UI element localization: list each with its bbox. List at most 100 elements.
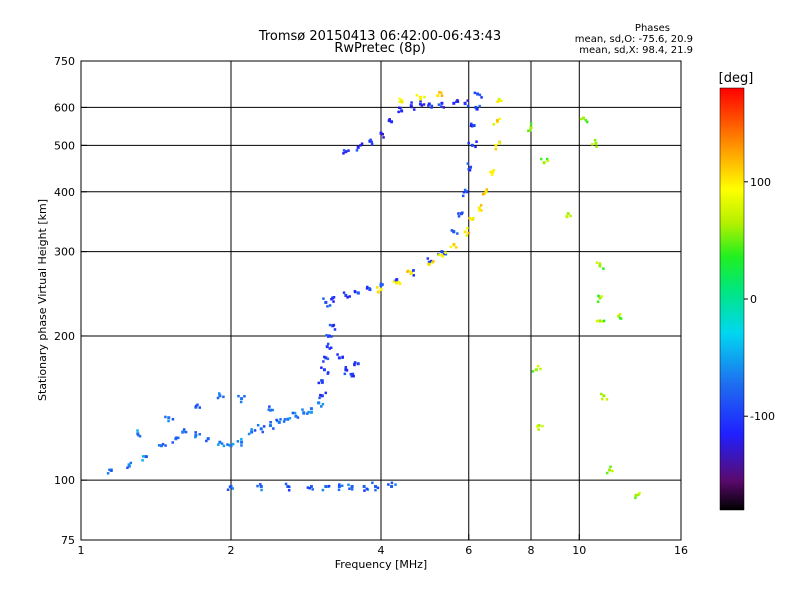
chart-title: Tromsø 20150413 06:42:00-06:43:43 bbox=[258, 29, 501, 44]
data-point bbox=[390, 120, 394, 124]
data-point-echo bbox=[282, 420, 286, 423]
data-point-echo bbox=[328, 304, 332, 307]
data-point-echo bbox=[368, 287, 371, 290]
data-point-echo bbox=[463, 102, 467, 106]
data-point-echo bbox=[381, 283, 384, 286]
data-point-echo bbox=[256, 423, 260, 427]
data-point-echo bbox=[440, 105, 443, 108]
chart-subtitle: RwPretec (8p) bbox=[334, 41, 425, 56]
data-point-echo bbox=[397, 280, 401, 284]
data-point-echo bbox=[397, 110, 400, 114]
data-point bbox=[390, 484, 394, 488]
data-point bbox=[350, 484, 354, 488]
data-point-echo bbox=[220, 442, 224, 445]
colorbar-ticks: 100 0 -100 bbox=[744, 176, 775, 423]
data-point-echo bbox=[382, 136, 385, 139]
data-point-echo bbox=[569, 214, 572, 218]
data-point bbox=[537, 424, 541, 428]
data-point-echo bbox=[585, 120, 589, 124]
data-point-echo bbox=[605, 398, 609, 401]
data-point-echo bbox=[422, 103, 426, 106]
y-tick-label: 300 bbox=[54, 246, 75, 259]
data-point-echo bbox=[381, 132, 384, 136]
data-point-echo bbox=[141, 455, 145, 458]
data-point bbox=[400, 99, 404, 103]
series-o-mode-cusp-near-3-1-mhz bbox=[317, 323, 360, 400]
data-point bbox=[440, 253, 444, 257]
data-point bbox=[344, 150, 348, 154]
data-point-echo bbox=[545, 157, 549, 161]
data-point-echo bbox=[398, 282, 402, 285]
data-point bbox=[309, 484, 313, 488]
x-axis: 1 2 4 6 8 10 16 bbox=[78, 534, 688, 557]
data-point bbox=[259, 484, 263, 488]
y-tick-label: 750 bbox=[54, 55, 75, 68]
data-point-echo bbox=[452, 243, 456, 246]
data-point-echo bbox=[423, 95, 426, 99]
data-point bbox=[240, 440, 244, 444]
data-point-echo bbox=[240, 437, 243, 441]
data-point-echo bbox=[437, 253, 440, 256]
data-point bbox=[368, 288, 372, 292]
data-point bbox=[356, 362, 360, 366]
data-point-echo bbox=[346, 296, 349, 299]
data-point-echo bbox=[438, 91, 441, 94]
data-point bbox=[409, 272, 413, 276]
data-point-echo bbox=[481, 192, 485, 196]
data-point-echo bbox=[342, 149, 346, 152]
data-point-echo bbox=[370, 140, 374, 144]
data-point bbox=[440, 250, 444, 254]
data-point bbox=[324, 300, 328, 304]
data-point-echo bbox=[194, 435, 197, 439]
data-point bbox=[477, 206, 481, 210]
data-point-echo bbox=[398, 100, 402, 104]
data-point-echo bbox=[291, 411, 295, 415]
data-point bbox=[350, 374, 354, 378]
data-point-echo bbox=[601, 320, 604, 323]
x-tick-label: 6 bbox=[465, 544, 472, 557]
data-point bbox=[440, 101, 444, 105]
data-point-echo bbox=[269, 421, 272, 424]
data-point-echo bbox=[129, 461, 133, 465]
data-point bbox=[356, 145, 360, 149]
data-point bbox=[452, 101, 456, 105]
data-point-echo bbox=[237, 394, 240, 398]
colorbar-label: [deg] bbox=[719, 71, 754, 86]
data-point-echo bbox=[546, 159, 550, 163]
data-point-echo bbox=[465, 234, 469, 237]
x-axis-label: Frequency [MHz] bbox=[335, 558, 427, 571]
data-point-echo bbox=[231, 487, 234, 490]
data-point-echo bbox=[365, 487, 369, 491]
data-point-echo bbox=[419, 99, 422, 103]
data-point-echo bbox=[307, 410, 310, 414]
data-point-echo bbox=[371, 481, 374, 485]
data-point-echo bbox=[357, 292, 360, 295]
data-point bbox=[337, 484, 341, 488]
data-point-echo bbox=[457, 215, 461, 218]
data-point-echo bbox=[605, 471, 609, 475]
data-point-echo bbox=[466, 226, 469, 230]
data-point-echo bbox=[157, 444, 161, 447]
data-point-echo bbox=[395, 278, 399, 281]
data-point-echo bbox=[496, 119, 499, 122]
data-point-echo bbox=[256, 484, 259, 488]
data-point-echo bbox=[319, 393, 322, 397]
data-point-echo bbox=[247, 432, 251, 436]
data-point bbox=[484, 190, 488, 194]
data-point-echo bbox=[476, 108, 479, 111]
data-point-echo bbox=[392, 280, 396, 283]
data-point bbox=[472, 124, 476, 128]
data-point-echo bbox=[317, 401, 320, 405]
data-point bbox=[331, 296, 335, 300]
data-point-echo bbox=[584, 119, 588, 122]
data-point bbox=[324, 356, 328, 360]
data-point-echo bbox=[377, 291, 380, 294]
data-point-echo bbox=[478, 93, 482, 97]
data-point bbox=[617, 314, 621, 318]
data-point bbox=[286, 484, 290, 488]
data-point bbox=[542, 161, 546, 165]
data-point bbox=[218, 394, 222, 398]
data-point-echo bbox=[353, 290, 357, 294]
data-point-echo bbox=[441, 255, 445, 258]
data-point-echo bbox=[325, 334, 328, 337]
